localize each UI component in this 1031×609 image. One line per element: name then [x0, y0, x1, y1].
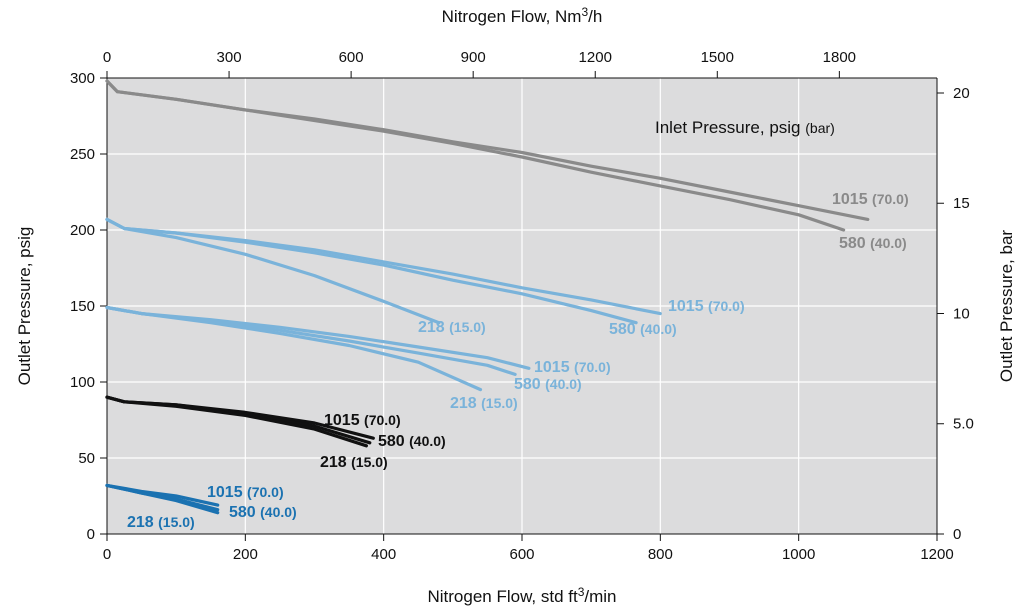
- series-line-light_blue-218: [105, 305, 483, 392]
- series-label-black-1015: 1015 (70.0): [324, 412, 401, 429]
- series-line-light_blue-580: [105, 217, 638, 325]
- series-label-gray-580: 580 (40.0): [839, 235, 907, 252]
- series-label-light_blue-218: 218 (15.0): [418, 319, 486, 336]
- series-line-dark_blue-218: [105, 483, 220, 515]
- series-label-light_blue-1015: 1015 (70.0): [534, 359, 611, 376]
- y-left-tick-label: 250: [70, 146, 95, 163]
- series-line-light_blue-218: [105, 217, 441, 325]
- series-label-black-218: 218 (15.0): [320, 454, 388, 471]
- x-top-tick-label: 1200: [579, 49, 612, 66]
- left-axis-title: Outlet Pressure, psig: [15, 227, 34, 386]
- series-label-dark_blue-1015: 1015 (70.0): [207, 484, 284, 501]
- x-top-tick-label: 900: [461, 49, 486, 66]
- x-bottom-tick-label: 1200: [920, 546, 953, 563]
- x-bottom-tick-label: 800: [648, 546, 673, 563]
- series-lines: [105, 79, 870, 515]
- y-right-tick-label: 15: [953, 195, 970, 212]
- x-bottom-tick-label: 0: [103, 546, 111, 563]
- x-bottom-tick-label: 600: [509, 546, 534, 563]
- y-right-tick-label: 20: [953, 85, 970, 102]
- x-bottom-tick-label: 200: [233, 546, 258, 563]
- y-right-tick-label: 5.0: [953, 416, 974, 433]
- x-bottom-tick-label: 400: [371, 546, 396, 563]
- x-top-tick-label: 600: [339, 49, 364, 66]
- series-label-gray-1015: 1015 (70.0): [832, 191, 909, 208]
- series-line-gray-580: [105, 79, 846, 232]
- series-label-dark_blue-218: 218 (15.0): [127, 514, 195, 531]
- y-left-tick-label: 0: [87, 526, 95, 543]
- inlet-pressure-annotation: Inlet Pressure, psig (bar): [655, 118, 835, 137]
- top-axis-title: Nitrogen Flow, Nm3/h: [442, 5, 603, 26]
- x-top-tick-label: 300: [217, 49, 242, 66]
- series-label-black-580: 580 (40.0): [378, 433, 446, 450]
- series-line-black-218: [105, 395, 368, 448]
- series-label-light_blue-218: 218 (15.0): [450, 395, 518, 412]
- y-left-tick-label: 50: [78, 450, 95, 467]
- y-left-tick-label: 150: [70, 298, 95, 315]
- x-bottom-tick-label: 1000: [782, 546, 815, 563]
- x-top-tick-label: 1800: [823, 49, 856, 66]
- y-left-tick-label: 200: [70, 222, 95, 239]
- x-top-tick-label: 0: [103, 49, 111, 66]
- y-left-tick-label: 300: [70, 70, 95, 87]
- y-right-tick-label: 0: [953, 526, 961, 543]
- right-axis-title: Outlet Pressure, bar: [997, 230, 1016, 382]
- x-top-tick-label: 1500: [701, 49, 734, 66]
- bottom-axis-title: Nitrogen Flow, std ft3/min: [427, 585, 616, 606]
- y-left-tick-label: 100: [70, 374, 95, 391]
- y-right-tick-label: 10: [953, 305, 970, 322]
- series-labels: 1015 (70.0)580 (40.0)1015 (70.0)580 (40.…: [127, 191, 909, 531]
- series-label-light_blue-580: 580 (40.0): [609, 321, 677, 338]
- series-label-light_blue-580: 580 (40.0): [514, 376, 582, 393]
- series-label-light_blue-1015: 1015 (70.0): [668, 298, 745, 315]
- series-label-dark_blue-580: 580 (40.0): [229, 504, 297, 521]
